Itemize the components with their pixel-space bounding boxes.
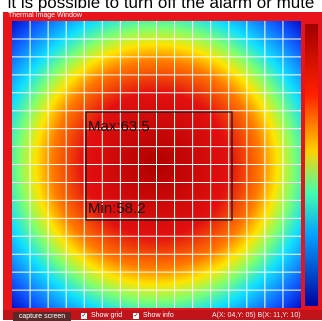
grid-label: Show grid [91, 312, 123, 319]
capture-button[interactable]: capture screen [13, 312, 71, 321]
status-bar [3, 310, 322, 320]
grid [12, 21, 301, 308]
color-scale [305, 24, 318, 306]
min-label: Min:58.2 [88, 200, 146, 217]
info-checkbox[interactable]: ✓ [133, 313, 139, 319]
grid-checkbox[interactable]: ✓ [81, 313, 87, 319]
window-title: Thermal Image Window [8, 12, 82, 19]
info-label: Show info [143, 312, 174, 319]
max-label: Max:63.5 [88, 118, 150, 135]
roi-box [85, 111, 233, 221]
caption: it is possible to turn off the alarm or … [7, 0, 315, 12]
coordinates: A(X: 04,Y: 05) B(X: 11,Y: 10) [212, 312, 301, 319]
